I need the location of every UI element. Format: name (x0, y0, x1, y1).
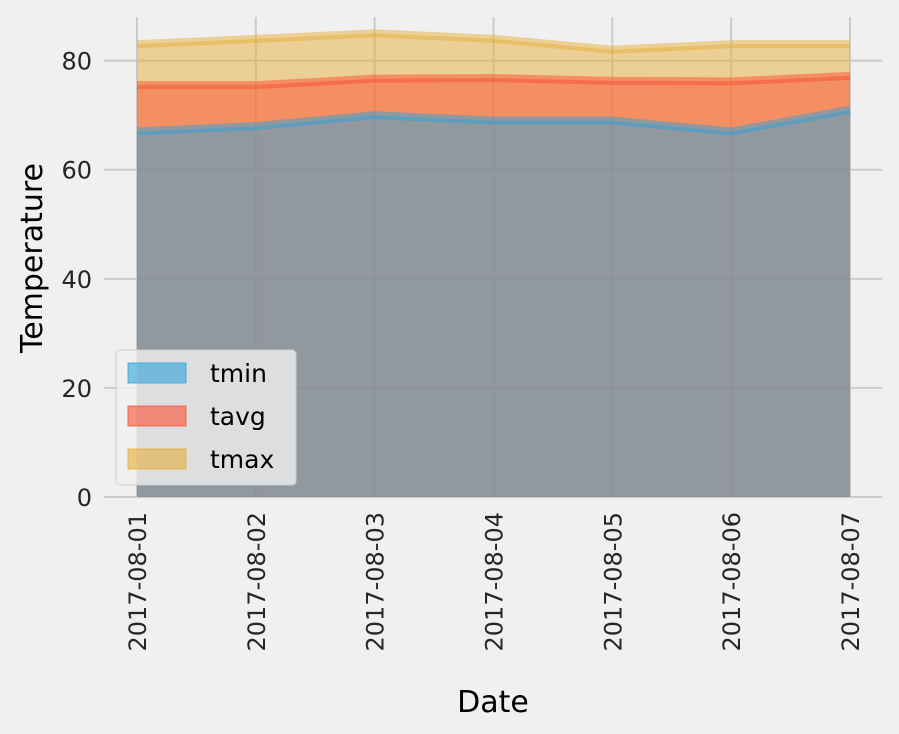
x-tick-label: 2017-08-06 (718, 512, 746, 651)
x-tick-label: 2017-08-01 (124, 512, 152, 651)
x-tick-label: 2017-08-03 (362, 512, 390, 651)
line-tavg (137, 71, 851, 90)
x-tick-label: 2017-08-02 (243, 512, 271, 651)
y-tick-label: 80 (61, 48, 92, 76)
y-tick-label: 40 (61, 266, 92, 294)
x-tick-label: 2017-08-04 (481, 512, 509, 651)
area-series (137, 33, 850, 498)
legend-label-tavg: tavg (210, 402, 266, 431)
legend-swatch-tmin (127, 362, 187, 384)
legend-label-tmax: tmax (210, 445, 274, 474)
line-tmin (136, 105, 851, 136)
line-tmax (136, 29, 850, 54)
legend-swatch-tmax (127, 448, 187, 470)
area-tmin (137, 109, 850, 498)
series-lines (136, 29, 851, 136)
legend-swatch-tavg (127, 405, 187, 427)
x-tick-label: 2017-08-05 (599, 512, 627, 651)
y-tick-label: 0 (77, 484, 92, 512)
legend: tmin tavg tmax (115, 349, 297, 486)
y-axis-ticks: 0 20 40 60 80 (61, 48, 92, 512)
legend-label-tmin: tmin (210, 359, 267, 388)
x-axis-ticks: 2017-08-01 2017-08-02 2017-08-03 2017-08-04… (124, 512, 865, 651)
x-axis-label: Date (457, 685, 529, 720)
x-tick-label: 2017-08-07 (837, 512, 865, 651)
y-tick-label: 20 (61, 375, 92, 403)
y-tick-label: 60 (61, 157, 92, 185)
y-axis-label: Temperature (15, 163, 50, 354)
